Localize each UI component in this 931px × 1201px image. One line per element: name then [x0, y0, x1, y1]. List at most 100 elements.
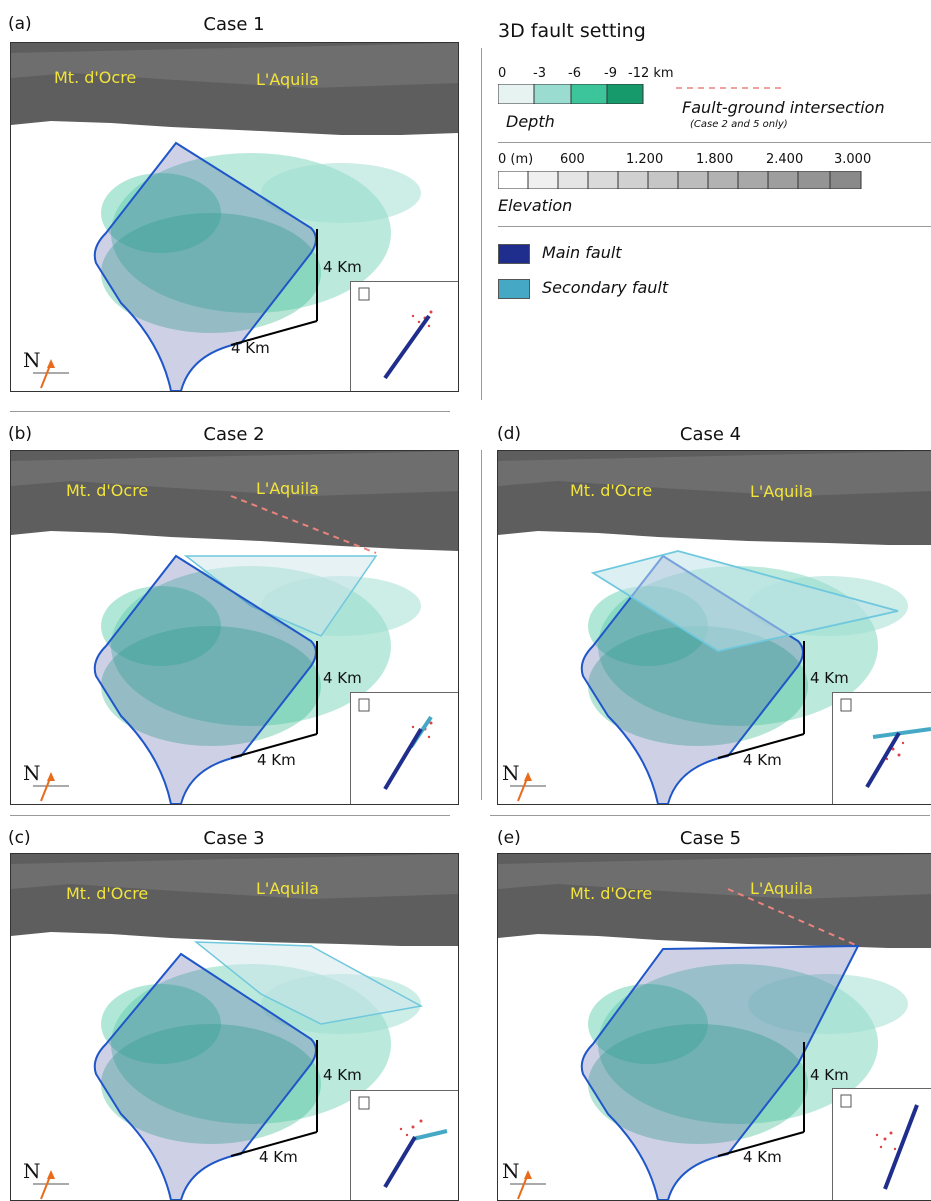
scale-bar-horizontal: [230, 733, 318, 759]
elevation-tick: 1.200: [626, 152, 664, 167]
main-fault-swatch: [498, 244, 530, 264]
home-icon: [358, 698, 370, 712]
intersection-line: [676, 87, 786, 89]
depth-colorbar: [498, 84, 644, 104]
panel-letter: (d): [497, 424, 522, 444]
panel-case-2: Mt. d'Ocre L'Aquila 4 Km 4 Km N: [10, 450, 459, 805]
terrain-shade: [498, 854, 931, 899]
separator-horizontal-3: [490, 815, 930, 816]
elevation-tick: 0 (m): [498, 152, 534, 167]
scale-label-horizontal: 4 Km: [257, 751, 296, 769]
north-arrow-head: [47, 772, 55, 781]
home-icon: [840, 698, 852, 712]
legend-title: 3D fault setting: [498, 20, 646, 42]
terrain-shade: [11, 854, 458, 899]
separator-horizontal-1: [10, 411, 450, 412]
scale-label-vertical: 4 Km: [323, 669, 362, 687]
scale-label-vertical: 4 Km: [810, 669, 849, 687]
scene-case-4: [498, 451, 931, 804]
fault-ground-intersection: [230, 495, 377, 554]
depth-tick: 0: [498, 66, 507, 81]
place-label-mt-ocre: Mt. d'Ocre: [54, 68, 137, 87]
scale-label-horizontal: 4 Km: [743, 751, 782, 769]
scale-bar-horizontal: [717, 733, 805, 759]
map-inset: [832, 692, 931, 804]
scale-label-vertical: 4 Km: [323, 258, 362, 276]
intersection-label: Fault-ground intersection: [682, 98, 885, 117]
panel-title: Case 5: [679, 828, 742, 849]
inset-main-fault: [383, 314, 431, 380]
separator-vertical-top: [481, 48, 482, 400]
panel-letter: (c): [8, 828, 31, 848]
inset-seismicity: [885, 741, 905, 761]
depth-tick: -12 km: [628, 66, 674, 81]
map-inset: [350, 281, 458, 391]
main-fault: [580, 944, 860, 1200]
place-label-laquila: L'Aquila: [750, 879, 813, 898]
depth-tick: -3: [533, 66, 546, 81]
secondary-fault-swatch: [498, 279, 530, 299]
scale-bar-horizontal: [230, 320, 318, 346]
place-label-mt-ocre: Mt. d'Ocre: [570, 884, 653, 903]
panel-title: Case 3: [203, 828, 265, 849]
elevation-tick: 3.000: [834, 152, 872, 167]
north-label: N: [502, 1159, 520, 1183]
fault-ground-intersection: [727, 888, 859, 947]
inset-secondary-fault: [412, 1129, 448, 1141]
terrain-shade: [11, 451, 458, 496]
panel-letter: (e): [497, 828, 521, 848]
secondary-fault: [590, 550, 899, 652]
intersection-note: (Case 2 and 5 only): [690, 119, 788, 130]
home-icon: [840, 1094, 852, 1108]
elevation-colorbar: [498, 171, 862, 189]
main-fault-label: Main fault: [542, 243, 622, 262]
panel-title: Case 4: [679, 424, 742, 445]
panel-case-1: Mt. d'Ocre L'Aquila 4 Km 4 Km N: [10, 42, 459, 392]
north-label: N: [502, 761, 520, 785]
panel-case-5: Mt. d'Ocre L'Aquila 4 Km 4 Km N: [497, 853, 931, 1201]
panel-title: Case 1: [203, 14, 265, 35]
home-icon: [358, 287, 370, 301]
scene-case-2: [11, 451, 458, 804]
inset-seismicity: [399, 1119, 423, 1139]
elevation-tick: 2.400: [766, 152, 804, 167]
north-label: N: [23, 1159, 41, 1183]
north-label: N: [23, 761, 41, 785]
panel-case-4: Mt. d'Ocre L'Aquila 4 Km 4 Km N: [497, 450, 931, 805]
place-label-laquila: L'Aquila: [750, 482, 813, 501]
scale-label-vertical: 4 Km: [323, 1066, 362, 1084]
panel-title: Case 2: [203, 424, 265, 445]
scale-label-horizontal: 4 Km: [743, 1148, 782, 1166]
inset-seismicity: [411, 310, 433, 328]
north-arrow-head: [524, 772, 532, 781]
north-label: N: [23, 348, 41, 372]
north-arrow-head: [524, 1170, 532, 1179]
secondary-fault-label: Secondary fault: [542, 278, 669, 297]
scene-case-5: [498, 854, 931, 1200]
inset-main-fault: [883, 1104, 919, 1190]
panel-letter: (b): [8, 424, 33, 444]
inset-seismicity: [875, 1131, 897, 1151]
place-label-laquila: L'Aquila: [256, 879, 319, 898]
place-label-mt-ocre: Mt. d'Ocre: [66, 481, 149, 500]
place-label-mt-ocre: Mt. d'Ocre: [570, 481, 653, 500]
elevation-tick: 600: [560, 152, 585, 167]
scene-case-1: [11, 43, 458, 391]
place-label-laquila: L'Aquila: [256, 70, 319, 89]
elevation-label: Elevation: [498, 196, 573, 215]
seismicity-cloud: [588, 964, 908, 1144]
legend-divider-1: [498, 142, 931, 143]
seismicity-cloud: [101, 153, 421, 333]
separator-horizontal-2: [10, 815, 450, 816]
depth-tick: -6: [568, 66, 581, 81]
panel-case-3: Mt. d'Ocre L'Aquila 4 Km 4 Km N: [10, 853, 459, 1201]
map-inset: [350, 692, 458, 804]
terrain-shade: [498, 451, 931, 496]
place-label-laquila: L'Aquila: [256, 479, 319, 498]
inset-secondary-fault: [872, 727, 931, 739]
depth-tick: -9: [604, 66, 617, 81]
place-label-mt-ocre: Mt. d'Ocre: [66, 884, 149, 903]
separator-vertical-mid: [481, 450, 482, 800]
inset-main-fault: [383, 727, 423, 791]
depth-label: Depth: [506, 112, 555, 131]
